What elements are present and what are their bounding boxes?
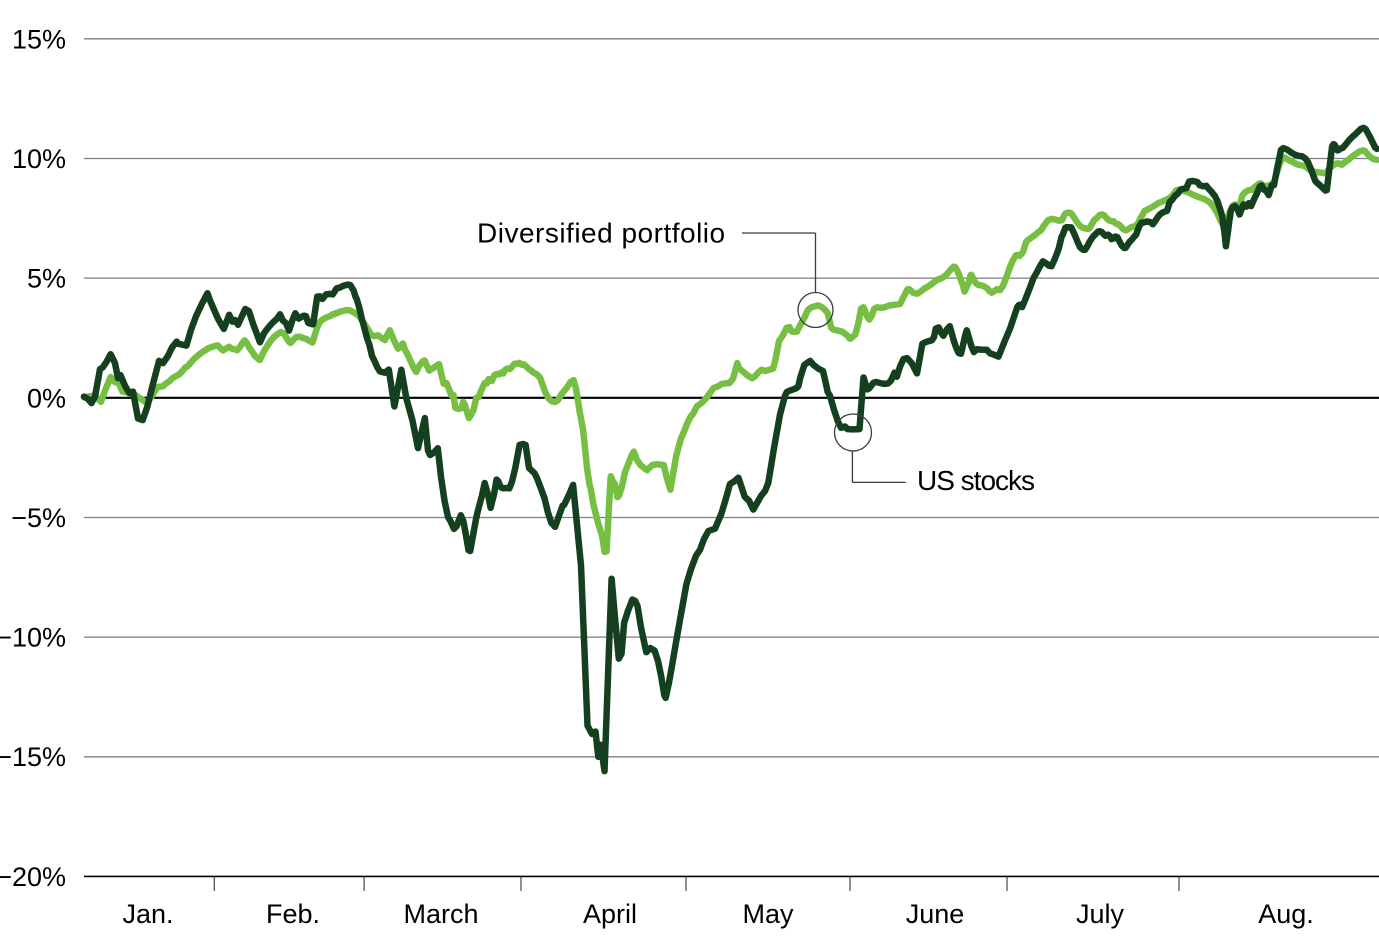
svg-text:May: May: [742, 899, 794, 929]
svg-text:Diversified portfolio: Diversified portfolio: [477, 218, 726, 249]
svg-text:0%: 0%: [27, 383, 66, 413]
svg-text:July: July: [1076, 899, 1125, 929]
svg-text:Aug.: Aug.: [1258, 899, 1314, 929]
svg-text:March: March: [403, 899, 478, 929]
svg-text:10%: 10%: [12, 144, 66, 174]
svg-text:June: June: [906, 899, 965, 929]
svg-text:−20%: −20%: [0, 862, 66, 892]
svg-text:5%: 5%: [27, 264, 66, 294]
svg-text:Feb.: Feb.: [266, 899, 320, 929]
svg-text:−15%: −15%: [0, 742, 66, 772]
svg-text:−5%: −5%: [11, 503, 66, 533]
svg-text:US stocks: US stocks: [917, 465, 1034, 496]
svg-text:−10%: −10%: [0, 623, 66, 653]
svg-text:Jan.: Jan.: [122, 899, 173, 929]
svg-text:15%: 15%: [12, 24, 66, 54]
svg-text:April: April: [583, 899, 637, 929]
